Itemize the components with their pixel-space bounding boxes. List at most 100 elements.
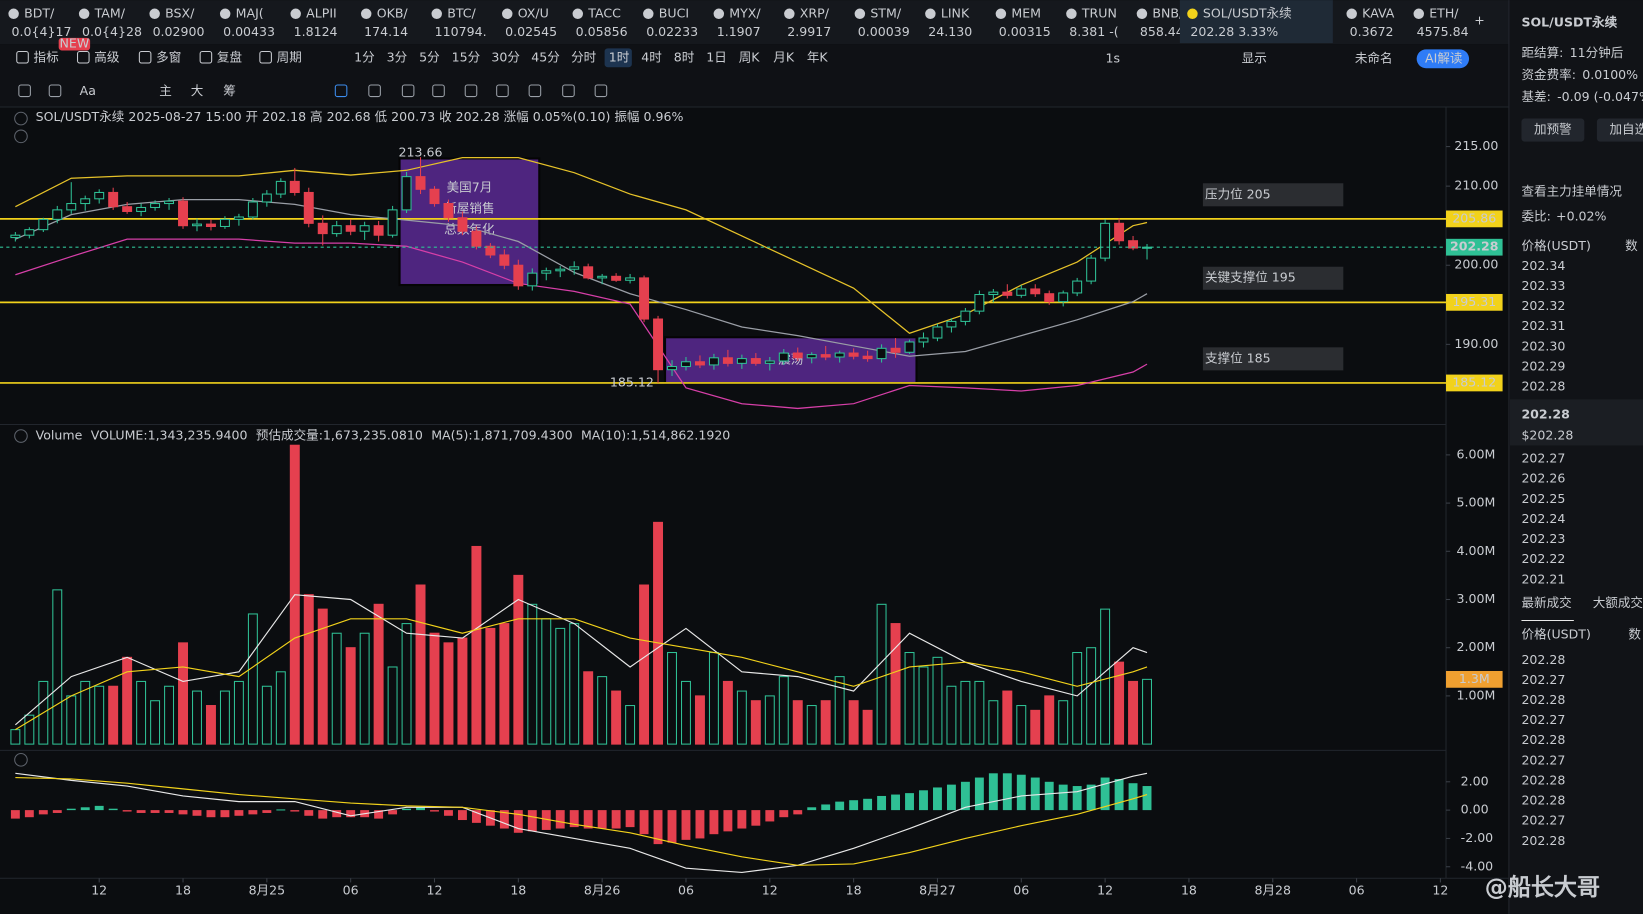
volume-bar — [946, 685, 957, 745]
tool-button[interactable]: 指标 — [34, 49, 60, 64]
tab-name[interactable]: BNB/ — [1152, 5, 1184, 20]
tab-name[interactable]: MAJ( — [236, 5, 264, 20]
tab-name[interactable]: LINK — [941, 5, 970, 20]
draw-icon[interactable] — [464, 84, 478, 98]
depth-title[interactable]: 查看主力挂单情况 — [1521, 183, 1622, 198]
tab-name[interactable]: STM/ — [870, 5, 901, 20]
badge-bg — [58, 37, 91, 51]
volume-bar — [806, 705, 817, 745]
tab-name[interactable]: BSX/ — [165, 5, 195, 20]
active-timeframe[interactable] — [604, 48, 632, 68]
volume-bar — [597, 676, 608, 745]
collapse-icon[interactable] — [14, 111, 28, 126]
tab-name[interactable]: TRUN — [1081, 5, 1117, 20]
tab-name[interactable]: BDT/ — [24, 5, 55, 20]
toolbar-right[interactable]: AI解读 — [1425, 50, 1463, 65]
side-button[interactable]: 加预警 — [1534, 122, 1572, 137]
volume-bar — [694, 695, 705, 745]
timeframe[interactable]: 1分 — [354, 49, 375, 64]
side-button-bg[interactable] — [1521, 118, 1585, 142]
draw-icon[interactable] — [594, 84, 608, 98]
tab-name[interactable]: ETH/ — [1429, 5, 1459, 20]
candle-body — [722, 357, 733, 364]
tab-name[interactable]: XRP/ — [800, 5, 830, 20]
tool-button[interactable]: 高级 — [94, 49, 120, 64]
y-tick-label: 215.00 — [1454, 138, 1498, 153]
toolbar-right[interactable]: 显示 — [1242, 50, 1267, 65]
side-button[interactable]: 加自选 — [1609, 122, 1643, 137]
macd-bar — [1044, 781, 1054, 811]
timeframe[interactable]: 4时 — [641, 49, 662, 64]
tab-name[interactable]: OX/U — [518, 5, 549, 20]
tab-name[interactable]: ALPII — [306, 5, 337, 20]
tool-button[interactable]: 复盘 — [217, 49, 242, 64]
candle-body — [513, 264, 524, 287]
draw-icon[interactable] — [496, 84, 509, 98]
macd-bar — [1128, 783, 1138, 811]
x-tick-label: 12 — [1097, 882, 1113, 897]
draw-icon[interactable] — [368, 84, 381, 98]
timeframe[interactable]: 分时 — [571, 49, 597, 64]
timeframe[interactable]: 15分 — [452, 49, 481, 64]
collapse-icon[interactable] — [14, 753, 28, 767]
bid-price: 202.25 — [1521, 491, 1565, 506]
timeframe[interactable]: 3分 — [387, 49, 408, 64]
tab-name[interactable]: KAVA — [1362, 5, 1395, 20]
ai-button-bg[interactable] — [1416, 49, 1470, 69]
timeframe[interactable]: 周K — [739, 49, 761, 64]
volume-bar — [499, 623, 510, 745]
timeframe[interactable]: 年K — [807, 49, 829, 64]
collapse-icon[interactable] — [14, 429, 28, 443]
trade-tab[interactable]: 最新成交 — [1521, 595, 1572, 610]
timeframe[interactable]: 1日 — [706, 49, 727, 64]
active-tab[interactable] — [1179, 0, 1333, 44]
volume-ma-line — [14, 594, 1148, 726]
tool-button[interactable]: 周期 — [277, 49, 302, 64]
tab-name[interactable]: OKB/ — [377, 5, 409, 20]
draw-tool[interactable]: 筹 — [223, 83, 236, 98]
tab-name[interactable]: TAM/ — [94, 5, 126, 20]
draw-tool[interactable]: 主 — [159, 83, 172, 98]
draw-icon[interactable] — [48, 84, 62, 98]
ask-price: 202.34 — [1521, 258, 1565, 273]
add-tab[interactable]: + — [1474, 13, 1485, 28]
timeframe[interactable]: 30分 — [491, 49, 520, 64]
tool-button[interactable]: 多窗 — [156, 49, 181, 64]
side-button-bg[interactable] — [1596, 118, 1643, 142]
draw-icon[interactable] — [18, 84, 31, 98]
draw-icon[interactable] — [401, 84, 415, 98]
timeframe[interactable]: 8时 — [674, 49, 695, 64]
macd-bar — [835, 801, 845, 811]
volume-bar — [625, 705, 636, 745]
draw-icon[interactable] — [528, 84, 542, 98]
timeframe[interactable]: 45分 — [531, 49, 560, 64]
draw-tool[interactable]: Aa — [80, 83, 96, 98]
tab-price: 0.0{4}17 — [12, 24, 72, 39]
collapse-icon[interactable] — [14, 129, 28, 144]
ask-price: 202.31 — [1521, 318, 1565, 333]
volume-bar — [345, 647, 356, 745]
timeframe[interactable]: 5分 — [419, 49, 440, 64]
tab-price: 4575.84 — [1417, 24, 1469, 39]
timeframe[interactable]: 月K — [773, 49, 795, 64]
draw-icon[interactable] — [562, 84, 575, 98]
draw-tool[interactable]: 大 — [191, 83, 204, 98]
tab-name[interactable]: BTC/ — [447, 5, 476, 20]
toolbar-right[interactable]: 未命名 — [1355, 50, 1393, 65]
timeframe[interactable]: 1时 — [609, 49, 630, 64]
candle-body — [317, 222, 328, 235]
tab-name[interactable]: BUCI — [659, 5, 689, 20]
draw-icon[interactable] — [432, 84, 445, 98]
trade-tab[interactable]: 大额成交 — [1593, 595, 1643, 610]
tab-name[interactable]: SOL/USDT永续 — [1203, 5, 1292, 20]
draw-icon[interactable] — [334, 84, 348, 98]
tab-name[interactable]: MYX/ — [729, 5, 761, 20]
toolbar-right[interactable]: 1s — [1105, 50, 1120, 65]
x-tick-label: 8月27 — [919, 882, 956, 897]
tab-name[interactable]: TACC — [587, 5, 621, 20]
tab-name[interactable]: MEM — [1011, 5, 1041, 20]
candle-body — [527, 272, 538, 287]
price-legend: SOL/USDT永续 2025-08-27 15:00 开 202.18 高 2… — [36, 109, 684, 124]
volume-bar — [164, 685, 175, 745]
candle-body — [708, 357, 719, 366]
